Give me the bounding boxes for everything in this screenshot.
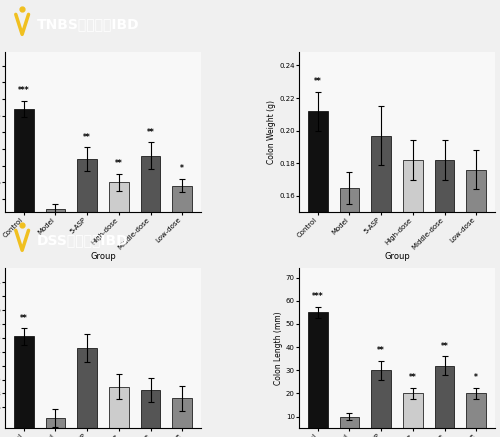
Bar — [403, 393, 422, 437]
Bar — [172, 399, 192, 437]
Bar — [109, 387, 128, 437]
Bar — [109, 182, 128, 299]
Text: *: * — [180, 164, 184, 173]
Bar — [434, 160, 454, 437]
Text: ***: *** — [312, 292, 324, 301]
Bar — [140, 390, 160, 437]
Y-axis label: Colon Length (mm): Colon Length (mm) — [274, 312, 283, 385]
Bar — [46, 418, 66, 437]
Text: **: ** — [146, 128, 154, 137]
Bar — [78, 348, 97, 437]
Bar — [140, 156, 160, 299]
Bar — [172, 186, 192, 299]
Text: TNBS诱导大鼠IBD: TNBS诱导大鼠IBD — [37, 17, 140, 31]
Bar — [14, 109, 34, 299]
Y-axis label: Colon Weight (g): Colon Weight (g) — [268, 101, 276, 164]
Text: **: ** — [314, 77, 322, 86]
Text: **: ** — [84, 133, 91, 142]
X-axis label: Group: Group — [384, 252, 410, 261]
Bar — [466, 393, 486, 437]
Bar — [340, 416, 359, 437]
Bar — [372, 135, 391, 437]
Bar — [46, 209, 66, 299]
Bar — [308, 111, 328, 437]
Bar — [308, 312, 328, 437]
Bar — [434, 366, 454, 437]
Text: **: ** — [378, 347, 385, 355]
Text: **: ** — [440, 342, 448, 351]
Bar — [403, 160, 422, 437]
Text: ***: *** — [18, 86, 30, 95]
Text: DSS诱导小鼠IBD: DSS诱导小鼠IBD — [37, 233, 128, 247]
Bar — [466, 170, 486, 437]
Bar — [14, 336, 34, 437]
Bar — [372, 370, 391, 437]
Text: **: ** — [115, 160, 122, 168]
Bar — [340, 188, 359, 437]
Bar — [78, 159, 97, 299]
Text: *: * — [474, 373, 478, 382]
Text: **: ** — [409, 373, 416, 382]
X-axis label: Group: Group — [90, 252, 116, 261]
Text: **: ** — [20, 313, 28, 323]
